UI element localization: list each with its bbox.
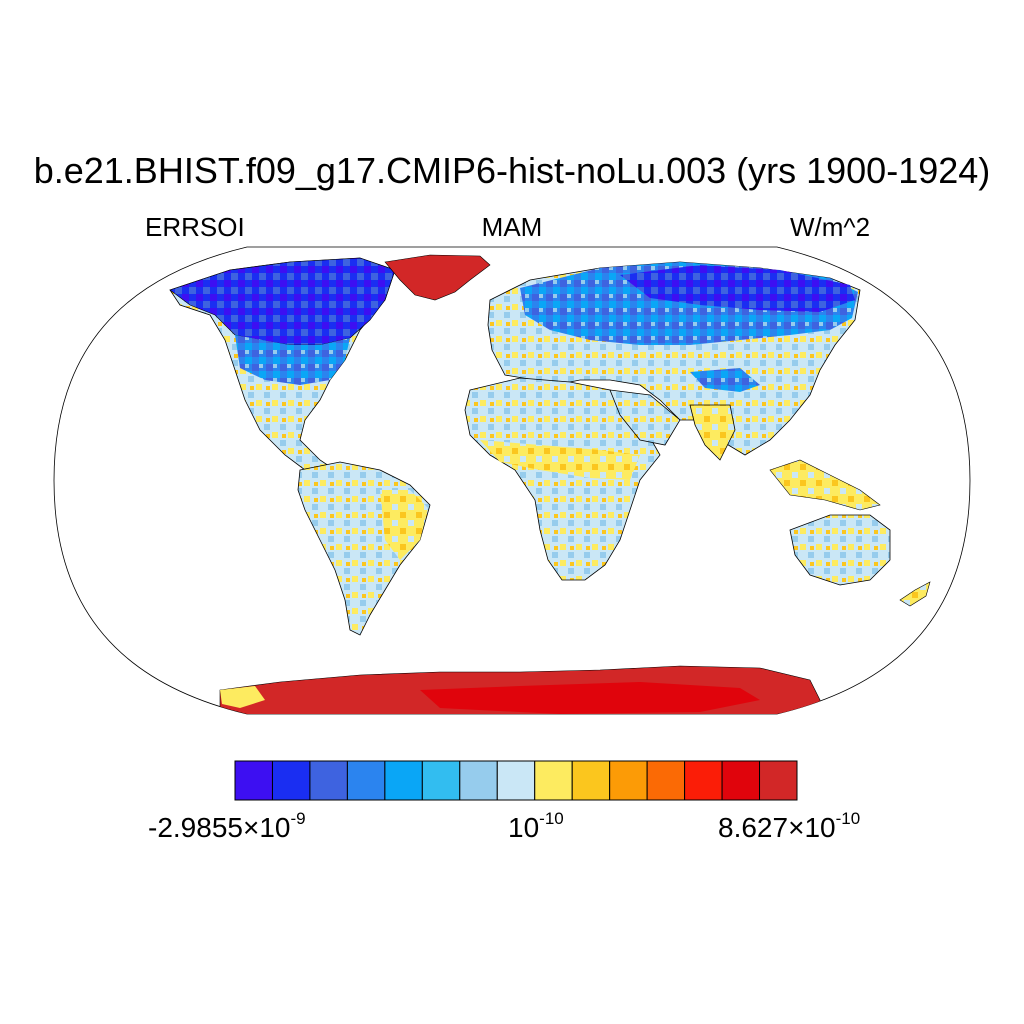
colorbar-max-label: 8.627×10-10: [718, 809, 861, 843]
land-greenland: [384, 254, 491, 301]
land-australia: [789, 514, 891, 586]
variable-label: ERRSOI: [145, 212, 245, 242]
colorbar-swatch-4: [384, 760, 423, 801]
colorbar-swatch-7: [496, 760, 536, 801]
map-title: b.e21.BHIST.f09_g17.CMIP6-hist-noLu.003 …: [33, 150, 991, 191]
land-south-america-east: [380, 490, 428, 560]
land-canada-mid: [235, 335, 350, 385]
colorbar-min-label: -2.9855×10-9: [148, 809, 306, 843]
colorbar-swatch-14: [759, 760, 798, 801]
land-se-asia: [769, 459, 881, 511]
colorbar-swatch-3: [346, 760, 386, 801]
land-antarctica-core: [420, 682, 760, 714]
season-label: MAM: [481, 212, 543, 242]
colorbar-swatch-6: [459, 760, 498, 801]
land-africa-sahel: [480, 440, 640, 480]
land-tibet: [690, 368, 760, 392]
land-india: [689, 404, 736, 461]
land-siberia-north: [620, 265, 855, 312]
units-label: W/m^2: [790, 212, 871, 242]
colorbar-swatch-12: [684, 760, 723, 801]
colorbar-swatch-10: [609, 760, 648, 801]
colorbar-swatch-8: [534, 760, 573, 801]
colorbar-mid-label: 10-10: [508, 809, 564, 843]
land-layer: [169, 254, 931, 714]
land-antarctica-coast: [220, 686, 265, 708]
colorbar-swatch-9: [571, 760, 611, 801]
land-arabia: [609, 389, 681, 446]
colorbar-swatch-11: [646, 760, 686, 801]
land-new-zealand: [899, 581, 931, 607]
colorbar-swatch-5: [421, 760, 461, 801]
colorbar-swatch-1: [271, 760, 311, 801]
colorbar-swatch-13: [721, 760, 761, 801]
colorbar-swatches: [234, 760, 798, 801]
colorbar-swatch-0: [234, 760, 273, 801]
colorbar-swatch-2: [309, 760, 348, 801]
